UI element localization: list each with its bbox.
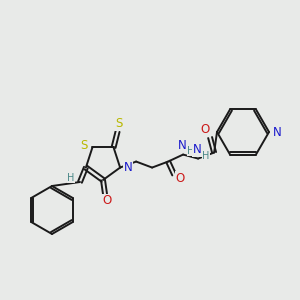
- Text: O: O: [102, 194, 112, 208]
- Text: H: H: [202, 151, 210, 160]
- Text: N: N: [178, 139, 187, 152]
- Text: O: O: [176, 172, 185, 185]
- Text: N: N: [273, 125, 281, 139]
- Text: S: S: [115, 117, 122, 130]
- Text: N: N: [193, 143, 202, 156]
- Text: S: S: [81, 139, 88, 152]
- Text: H: H: [188, 146, 195, 156]
- Text: O: O: [200, 123, 210, 136]
- Text: H: H: [67, 173, 75, 183]
- Text: N: N: [124, 161, 133, 174]
